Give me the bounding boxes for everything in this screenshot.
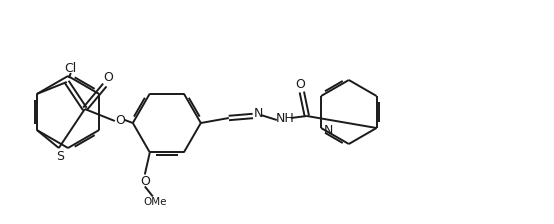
Text: NH: NH bbox=[275, 112, 294, 125]
Text: N: N bbox=[254, 106, 264, 119]
Text: O: O bbox=[103, 71, 113, 84]
Text: N: N bbox=[324, 123, 333, 136]
Text: S: S bbox=[56, 149, 64, 162]
Text: O: O bbox=[295, 78, 305, 90]
Text: O: O bbox=[115, 114, 125, 127]
Text: OMe: OMe bbox=[143, 197, 167, 207]
Text: O: O bbox=[140, 175, 150, 188]
Text: Cl: Cl bbox=[65, 62, 77, 75]
